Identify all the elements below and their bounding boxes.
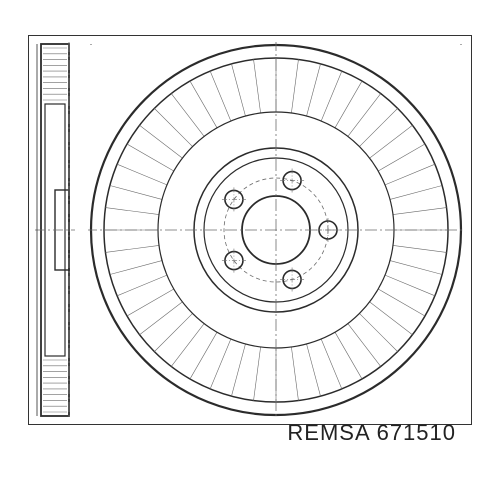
disc-side-view xyxy=(35,42,75,418)
part-number-text: 671510 xyxy=(377,420,456,445)
brand-text: REMSA xyxy=(287,420,369,445)
disc-front-view xyxy=(88,42,464,418)
brand-label: REMSA 671510 xyxy=(287,420,456,446)
